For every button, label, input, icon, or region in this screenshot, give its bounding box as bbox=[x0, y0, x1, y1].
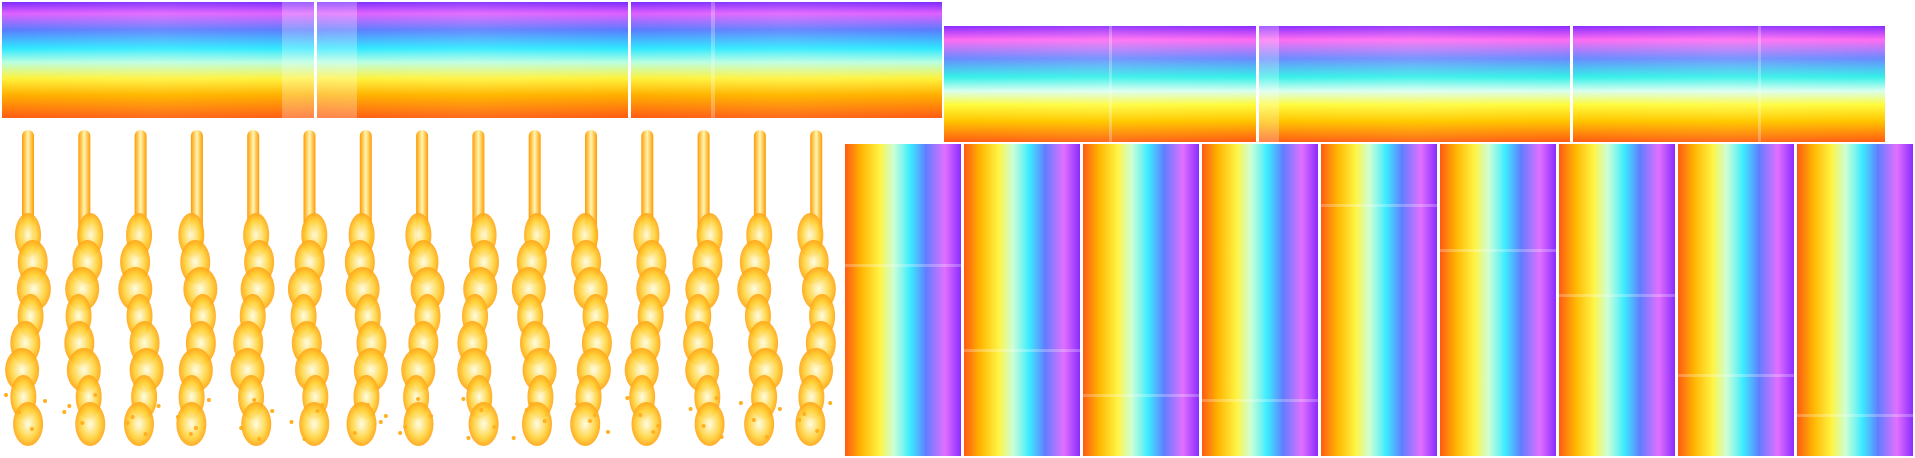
flame-frame bbox=[795, 130, 836, 446]
flame-frame bbox=[457, 130, 500, 446]
gradient-tile-v8 bbox=[1678, 144, 1794, 456]
gradient-tile-v7 bbox=[1559, 144, 1675, 456]
gradient-tile-v4 bbox=[1202, 144, 1318, 456]
gradient-tile-h6 bbox=[1573, 26, 1885, 142]
flame-frame bbox=[118, 130, 164, 446]
flame-frame bbox=[511, 130, 557, 446]
gradient-tile-v6 bbox=[1440, 144, 1556, 456]
gradient-tile-v2 bbox=[964, 144, 1080, 456]
flame-frame bbox=[230, 130, 275, 446]
gradient-tile-v9 bbox=[1797, 144, 1913, 456]
flame-frame bbox=[62, 130, 106, 446]
gradient-tile-h5 bbox=[1259, 26, 1570, 142]
flame-frame bbox=[4, 130, 51, 446]
flame-frame bbox=[624, 130, 671, 446]
gradient-tile-h1 bbox=[2, 2, 314, 118]
gradient-tile-h4 bbox=[944, 26, 1256, 142]
flame-frame bbox=[398, 130, 445, 446]
flame-frame bbox=[175, 130, 218, 446]
gradient-tile-h2 bbox=[317, 2, 628, 118]
gradient-tile-v5 bbox=[1321, 144, 1437, 456]
flame-frame bbox=[737, 130, 783, 446]
flame-frame bbox=[570, 130, 612, 446]
gradient-tile-v3 bbox=[1083, 144, 1199, 456]
flame-frame bbox=[683, 130, 725, 446]
gradient-tile-h3 bbox=[631, 2, 942, 118]
gradient-tile-v1 bbox=[845, 144, 961, 456]
flame-frame bbox=[344, 130, 388, 446]
flame-frame bbox=[287, 130, 330, 446]
